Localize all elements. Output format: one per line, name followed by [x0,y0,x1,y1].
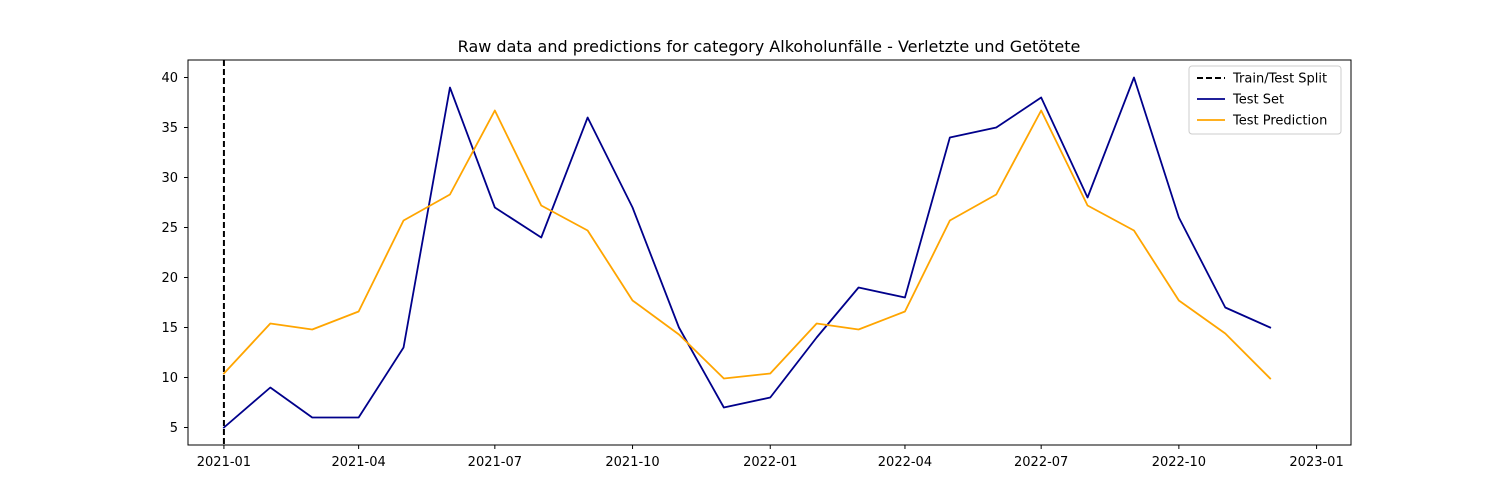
y-tick-label: 15 [161,321,178,336]
legend-box [1188,65,1342,135]
chart-title: Raw data and predictions for category Al… [458,37,1081,56]
y-tick-label: 25 [161,221,178,236]
x-tick-label: 2021-01 [197,455,251,470]
series-line-test-prediction [222,109,1272,380]
legend-label: Test Set [1232,93,1284,108]
x-tick-label: 2021-10 [605,455,659,470]
y-tick-label: 20 [161,271,178,286]
y-tick-label: 40 [161,71,178,86]
legend-label: Test Prediction [1232,114,1327,129]
y-tick-label: 35 [161,121,178,136]
x-tick-label: 2022-01 [743,455,797,470]
x-tick-label: 2022-04 [878,455,932,470]
x-tick-label: 2022-10 [1152,455,1206,470]
x-tick-label: 2021-07 [468,455,522,470]
x-tick-label: 2021-04 [331,455,385,470]
x-tick-label: 2022-07 [1014,455,1068,470]
x-tick-label: 2023-01 [1289,455,1343,470]
y-tick-label: 10 [161,371,178,386]
plot-area-frame [187,59,1352,446]
y-tick-label: 30 [161,171,178,186]
y-tick-label: 5 [170,421,178,436]
legend-label: Train/Test Split [1232,72,1327,87]
series-line-test-set [222,76,1272,429]
